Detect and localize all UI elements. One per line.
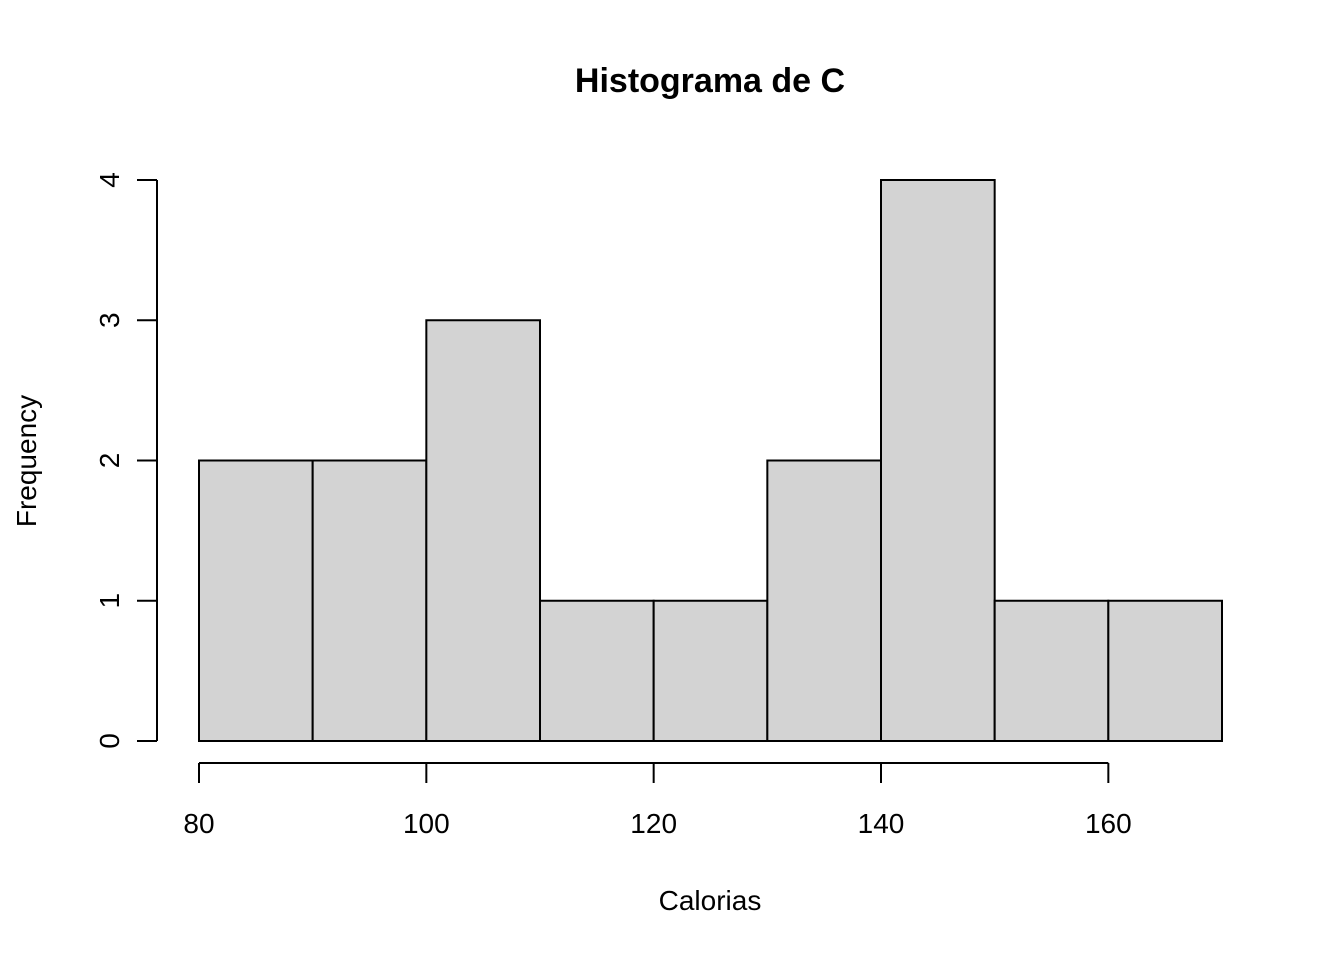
histogram-bar-7 bbox=[993, 599, 1110, 742]
y-tick-label-2: 2 bbox=[94, 453, 125, 469]
histogram-bar-1 bbox=[311, 459, 428, 742]
x-tick-label-0: 80 bbox=[183, 808, 214, 839]
x-tick-label-4: 160 bbox=[1085, 808, 1132, 839]
x-tick-label-1: 100 bbox=[403, 808, 450, 839]
histogram-bar-5 bbox=[766, 459, 882, 742]
histogram-bar-3 bbox=[539, 599, 655, 742]
histogram-bar-2 bbox=[425, 319, 542, 742]
x-tick-label-2: 120 bbox=[630, 808, 677, 839]
chart-title: Histograma de C bbox=[575, 62, 845, 100]
histogram-bar-6 bbox=[880, 179, 996, 742]
histogram-bar-0 bbox=[198, 459, 314, 742]
y-tick-label-4: 4 bbox=[94, 172, 125, 188]
x-axis: 80 100 120 140 160 bbox=[183, 762, 1132, 839]
histogram-bar-8 bbox=[1107, 599, 1224, 742]
bars-group bbox=[198, 179, 1224, 742]
y-tick-label-3: 3 bbox=[94, 312, 125, 328]
histogram-bar-4 bbox=[652, 599, 769, 742]
y-tick-label-0: 0 bbox=[94, 733, 125, 749]
y-axis: 0 1 2 3 4 bbox=[94, 172, 158, 749]
y-axis-label: Frequency bbox=[11, 395, 42, 527]
x-tick-label-3: 140 bbox=[858, 808, 905, 839]
x-axis-label: Calorias bbox=[659, 885, 762, 916]
y-tick-label-1: 1 bbox=[94, 593, 125, 609]
